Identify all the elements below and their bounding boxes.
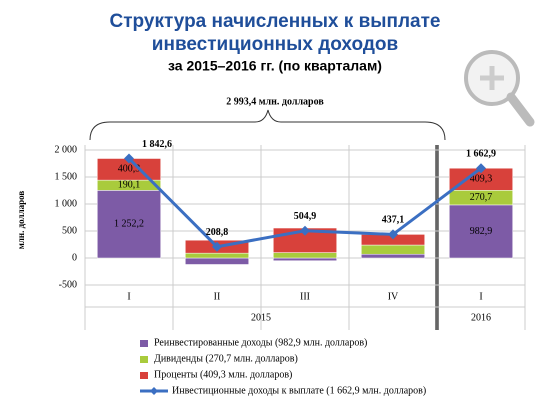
line-marker xyxy=(300,225,310,236)
x-tick-label: III xyxy=(300,291,310,302)
y-tick-label: 500 xyxy=(62,225,77,236)
chart-title: Структура начисленных к выплате xyxy=(110,11,441,32)
legend-label: Инвестиционные доходы к выплате (1 662,9… xyxy=(172,385,426,396)
bar-segment xyxy=(449,204,513,259)
y-tick-label: 2 000 xyxy=(55,144,78,155)
line-marker xyxy=(388,229,398,240)
data-label: 437,1 xyxy=(382,215,405,226)
group-label: 2015 xyxy=(251,312,271,323)
bar-segment xyxy=(361,244,425,255)
data-label: 190,1 xyxy=(118,180,141,191)
data-label: 208,8 xyxy=(206,227,229,238)
y-tick-label: 0 xyxy=(72,252,77,263)
brace xyxy=(89,109,446,141)
bar-segment xyxy=(273,257,337,261)
legend-label: Дивиденды (270,7 млн. долларов) xyxy=(154,353,298,364)
x-tick-label: IV xyxy=(388,291,399,302)
x-tick-label: I xyxy=(127,291,130,302)
legend-label: Реинвестированные доходы (982,9 млн. дол… xyxy=(154,337,367,348)
data-label: 270,7 xyxy=(470,192,493,203)
zoom-icon[interactable] xyxy=(464,50,535,127)
bar-segment xyxy=(185,257,249,265)
line-marker xyxy=(124,153,134,164)
bar-segment xyxy=(361,253,425,259)
chart-subtitle: за 2015–2016 гг. (по кварталам) xyxy=(168,58,382,74)
data-label: 1 842,6 xyxy=(142,139,172,150)
y-tick-label: -500 xyxy=(59,279,77,290)
data-label: 504,9 xyxy=(294,211,317,222)
x-tick-label: I xyxy=(479,291,482,302)
line-marker xyxy=(476,163,486,174)
legend-label: Проценты (409,3 млн. долларов) xyxy=(154,369,292,380)
y-tick-label: 1 000 xyxy=(55,198,78,209)
data-label: 409,3 xyxy=(470,174,493,185)
data-label: 400,3 xyxy=(118,164,141,175)
x-tick-label: II xyxy=(214,291,221,302)
data-label: 982,9 xyxy=(470,226,493,237)
line-marker xyxy=(212,241,222,252)
data-label: 1 662,9 xyxy=(466,149,496,160)
data-label: 1 252,2 xyxy=(114,218,144,229)
legend-swatch xyxy=(140,340,148,347)
bar-segment xyxy=(273,252,337,259)
annotation: 2 993,4 млн. долларов xyxy=(226,96,324,107)
legend-swatch xyxy=(140,372,148,379)
legend-swatch xyxy=(140,356,148,363)
y-axis-label: млн. долларов xyxy=(16,191,26,250)
legend-swatch xyxy=(150,387,158,395)
chart-title: инвестиционных доходов xyxy=(152,34,398,55)
y-tick-label: 1 500 xyxy=(55,171,78,182)
group-label: 2016 xyxy=(471,312,491,323)
bar-segment xyxy=(185,252,249,259)
